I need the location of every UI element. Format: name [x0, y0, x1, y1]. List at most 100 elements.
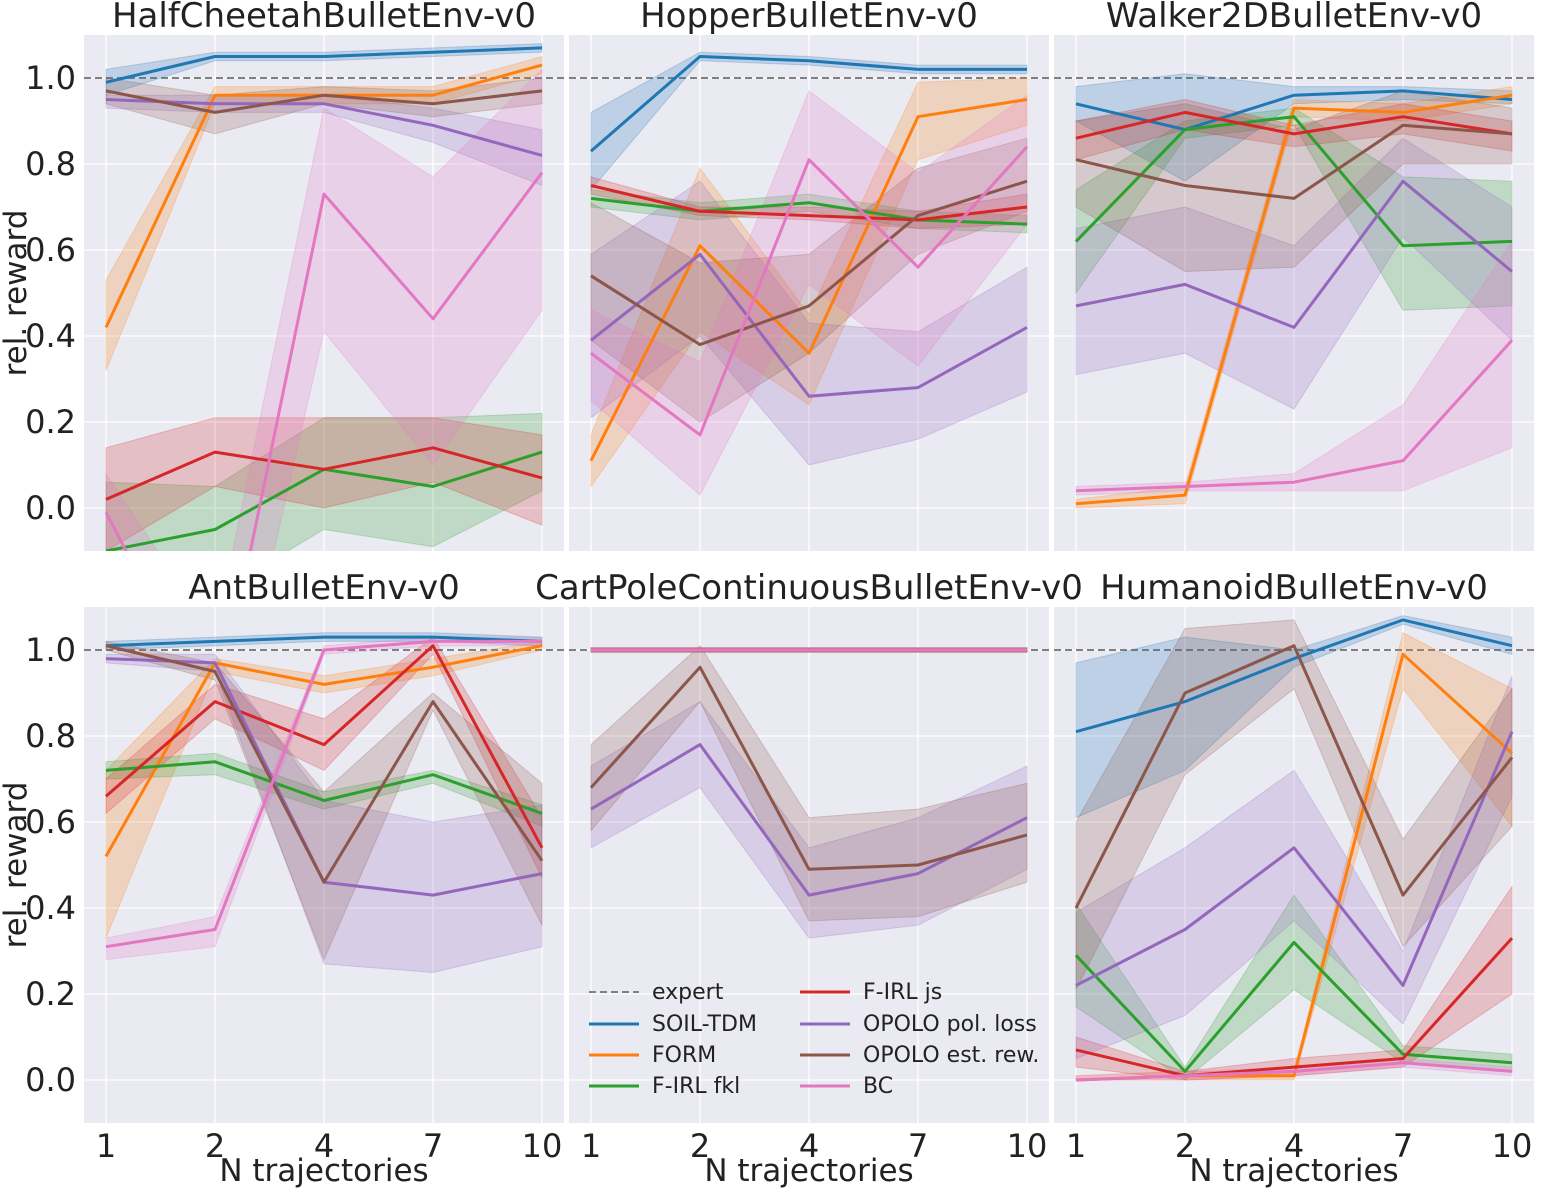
x-tick-label: 7	[1393, 1127, 1413, 1165]
line-form	[1075, 93, 1513, 506]
y-tick-label: 0.6	[25, 803, 76, 841]
panel-1: HopperBulletEnv-v0	[569, 0, 1049, 551]
band-f-irl-fkl	[105, 752, 543, 828]
band-form	[1075, 86, 1513, 509]
panel-title: AntBulletEnv-v0	[188, 568, 460, 608]
x-tick-label: 4	[799, 1127, 819, 1165]
y-axis-label: rel. reward	[0, 210, 34, 377]
line-opolo-pol-loss	[1075, 731, 1514, 987]
x-tick-label: 2	[205, 1127, 225, 1165]
line-opolo-pol-loss	[1075, 179, 1513, 329]
series-group	[104, 43, 544, 551]
band-f-irl-fkl	[1075, 107, 1513, 311]
line-bc	[1075, 339, 1514, 493]
x-tick-label: 1	[96, 1127, 116, 1165]
line-soil-tdm	[590, 55, 1027, 153]
band-f-irl-js	[105, 636, 543, 879]
series-group	[1074, 73, 1514, 509]
line-opolo-est-rew-	[105, 89, 543, 114]
panel-title: HalfCheetahBulletEnv-v0	[112, 0, 536, 36]
legend: expert SOIL-TDM FORM F-IRL fkl F-IRL js OPOLO…	[589, 980, 1039, 1099]
panel-title: HopperBulletEnv-v0	[640, 0, 978, 36]
x-tick-label: 4	[1284, 1127, 1304, 1165]
x-tick-label: 4	[314, 1127, 334, 1165]
band-bc	[105, 68, 543, 551]
band-bc	[1075, 239, 1513, 496]
x-axis-label: N trajectories	[219, 1153, 428, 1189]
band-opolo-est-rew-	[105, 77, 543, 135]
line-bc	[104, 171, 544, 551]
x-tick-label: 2	[690, 1127, 710, 1165]
x-axis-label: N trajectories	[1189, 1153, 1398, 1189]
panel-5: HumanoidBulletEnv-v0 1 2 4 7 10 N trajectories	[1054, 568, 1534, 1189]
line-f-irl-js	[590, 184, 1028, 222]
x-tick-label: 1	[1066, 1127, 1086, 1165]
y-axis-label: rel. reward	[0, 782, 34, 949]
line-f-irl-fkl	[105, 760, 543, 815]
y-tick-label: 0.8	[25, 717, 76, 755]
legend-label: BC	[863, 1074, 893, 1099]
series-group	[1074, 615, 1514, 1082]
panel-0: HalfCheetahBulletEnv-v0 0.0 0.2 0.4 0.6 0.8 1.…	[0, 0, 564, 551]
panel-2: Walker2DBulletEnv-v0	[1054, 0, 1534, 551]
line-bc	[105, 639, 542, 949]
line-opolo-est-rew-	[590, 179, 1028, 347]
line-form	[589, 98, 1028, 462]
line-f-irl-js	[105, 644, 544, 849]
line-f-irl-fkl	[1074, 940, 1513, 1073]
line-opolo-pol-loss	[590, 252, 1028, 398]
line-bc	[590, 145, 1029, 437]
band-f-irl-js	[1075, 98, 1513, 161]
line-f-irl-fkl	[590, 196, 1028, 226]
line-soil-tdm	[105, 635, 543, 648]
y-tick-label: 1.0	[25, 631, 76, 669]
panel-title: CartPoleContinuousBulletEnv-v0	[535, 568, 1083, 608]
y-tick-label: 0.2	[25, 975, 76, 1013]
line-form	[104, 644, 543, 858]
x-tick-label: 7	[908, 1127, 928, 1165]
series-group	[104, 632, 544, 974]
series-group	[589, 644, 1028, 939]
legend-label: F-IRL js	[863, 980, 942, 1005]
y-tick-label: 0.4	[25, 317, 76, 355]
line-f-irl-js	[1075, 937, 1514, 1078]
legend-label: OPOLO est. rew.	[863, 1043, 1039, 1068]
line-opolo-est-rew-	[105, 644, 544, 884]
y-tick-label: 0.4	[25, 889, 76, 927]
line-f-irl-js	[105, 446, 543, 501]
legend-label: expert	[652, 980, 724, 1005]
band-form	[590, 77, 1028, 489]
series-group	[589, 51, 1029, 496]
band-opolo-est-rew-	[590, 644, 1028, 922]
y-tick-label: 0.8	[25, 145, 76, 183]
legend-label: F-IRL fkl	[652, 1074, 740, 1099]
band-opolo-pol-loss	[105, 653, 543, 974]
y-tick-label: 0.2	[25, 403, 76, 441]
line-opolo-est-rew-	[1075, 123, 1513, 200]
band-form	[105, 55, 543, 371]
line-opolo-est-rew-	[1074, 644, 1514, 909]
legend-label: OPOLO pol. loss	[863, 1012, 1037, 1037]
band-opolo-est-rew-	[1075, 619, 1513, 990]
y-tick-label: 0.0	[25, 489, 76, 527]
x-axis-label: N trajectories	[704, 1153, 913, 1189]
line-soil-tdm	[105, 46, 543, 84]
y-tick-label: 0.0	[25, 1061, 76, 1099]
x-tick-label: 10	[1492, 1127, 1533, 1165]
panel-3: AntBulletEnv-v0 0.0 0.2 0.4 0.6 0.8 1.0 rel. re…	[0, 568, 564, 1189]
band-soil-tdm	[1075, 615, 1513, 819]
panel-title: Walker2DBulletEnv-v0	[1106, 0, 1482, 36]
band-opolo-est-rew-	[590, 137, 1028, 423]
x-tick-label: 7	[423, 1127, 443, 1165]
x-tick-label: 10	[1007, 1127, 1048, 1165]
panel-4: CartPoleContinuousBulletEnv-v0 1 2 4 7 10 N tr…	[535, 568, 1083, 1189]
x-tick-label: 1	[581, 1127, 601, 1165]
legend-label: FORM	[652, 1043, 716, 1068]
legend-label: SOIL-TDM	[652, 1012, 757, 1037]
line-opolo-est-rew-	[589, 665, 1028, 871]
band-soil-tdm	[1075, 73, 1513, 182]
y-tick-label: 1.0	[25, 59, 76, 97]
line-f-irl-fkl	[1074, 115, 1513, 248]
x-tick-label: 2	[1175, 1127, 1195, 1165]
